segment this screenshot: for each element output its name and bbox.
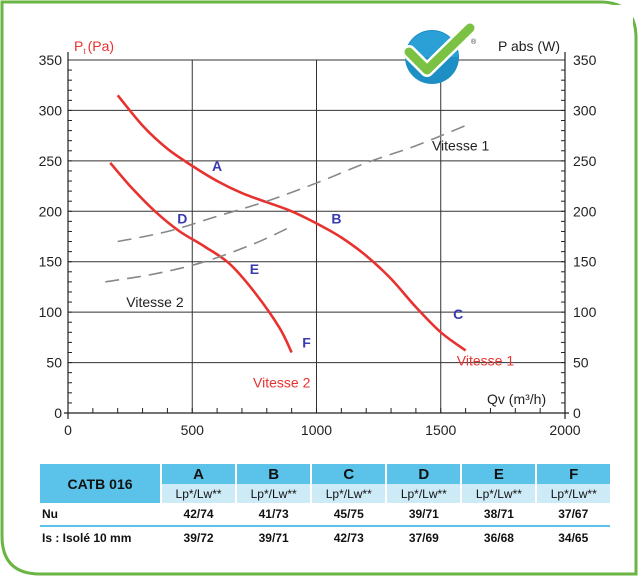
table-cell: 42/74 bbox=[161, 503, 237, 527]
y-left-tick-label: 150 bbox=[39, 254, 63, 270]
table-cell: 37/67 bbox=[536, 503, 610, 527]
column-header-a: A bbox=[161, 464, 238, 484]
pressure-curve-vitesse-2 bbox=[109, 162, 293, 354]
pressure-series-label: Vitesse 2 bbox=[253, 375, 311, 391]
power-curve-vitesse-2 bbox=[105, 225, 292, 283]
column-header-f: F bbox=[536, 464, 610, 484]
y-left-tick-label: 0 bbox=[54, 405, 62, 421]
table-cell: 38/71 bbox=[461, 503, 537, 527]
y-left-tick-label: 300 bbox=[39, 102, 63, 118]
y-left-axis-title: Pt (Pa) bbox=[74, 38, 114, 56]
x-axis-title: Qv (m³/h) bbox=[487, 391, 546, 407]
column-header-b: B bbox=[236, 464, 313, 484]
y-right-tick-label: 50 bbox=[573, 355, 589, 371]
table-row: Is : Isolé 10 mm 39/72 39/71 42/73 37/69… bbox=[40, 526, 610, 549]
pressure-series-label: Vitesse 1 bbox=[457, 353, 515, 369]
point-label-b: B bbox=[331, 210, 341, 226]
point-label-e: E bbox=[250, 261, 259, 277]
y-right-tick-label: 300 bbox=[573, 102, 597, 118]
column-header-c: C bbox=[311, 464, 388, 484]
svg-text:®: ® bbox=[471, 38, 477, 46]
plot-background bbox=[5, 5, 633, 450]
power-series-label: Vitesse 2 bbox=[126, 294, 184, 310]
point-label-c: C bbox=[453, 306, 463, 322]
power-curve-vitesse-1 bbox=[117, 124, 466, 243]
column-header-e: E bbox=[461, 464, 538, 484]
y-right-axis-title: P abs (W) bbox=[498, 38, 560, 54]
column-subheader: Lp*/Lw** bbox=[161, 484, 238, 503]
x-tick-label: 2000 bbox=[549, 422, 580, 438]
row-label: Nu bbox=[40, 503, 161, 527]
table-cell: 45/75 bbox=[311, 503, 387, 527]
x-tick-label: 0 bbox=[64, 422, 72, 438]
x-tick-label: 1000 bbox=[301, 422, 332, 438]
column-header-d: D bbox=[386, 464, 463, 484]
table-cell: 36/68 bbox=[483, 531, 514, 545]
table-cell: 39/71 bbox=[386, 503, 462, 527]
y-right-tick-label: 100 bbox=[573, 304, 597, 320]
table-cell: 39/71 bbox=[258, 531, 289, 545]
model-cell: CATB 016 bbox=[40, 464, 162, 503]
y-left-tick-label: 200 bbox=[39, 203, 63, 219]
y-left-tick-label: 100 bbox=[39, 304, 63, 320]
y-left-tick-label: 50 bbox=[46, 355, 62, 371]
series-group bbox=[105, 94, 467, 354]
y-left-tick-label: 250 bbox=[39, 153, 63, 169]
column-subheader: Lp*/Lw** bbox=[386, 484, 463, 503]
table-cell: 42/73 bbox=[333, 531, 364, 545]
table-row: Nu 42/74 41/73 45/75 39/71 38/71 37/67 bbox=[40, 503, 610, 527]
y-right-tick-label: 150 bbox=[573, 254, 597, 270]
table-cell: 37/69 bbox=[408, 531, 439, 545]
row-label: Is : Isolé 10 mm bbox=[42, 531, 132, 545]
table-cell: 41/73 bbox=[236, 503, 312, 527]
y-right-tick-label: 0 bbox=[573, 405, 581, 421]
column-subheader: Lp*/Lw** bbox=[311, 484, 388, 503]
point-label-d: D bbox=[177, 210, 187, 226]
table-cell: 39/72 bbox=[183, 531, 214, 545]
table-cell: 34/65 bbox=[558, 531, 589, 545]
axis-ticks: 0 50 100 150 200 250 300 350 0 50 100 150 200 250 300 3… bbox=[39, 52, 597, 438]
label-group: A B C D E F Vitesse 1 Vitesse 2 Vitesse 1 Vitesse… bbox=[126, 138, 514, 391]
point-label-f: F bbox=[302, 334, 311, 350]
checkmark-logo: ® bbox=[402, 21, 477, 84]
column-subheader: Lp*/Lw** bbox=[536, 484, 610, 503]
point-label-a: A bbox=[212, 158, 222, 174]
column-subheader: Lp*/Lw** bbox=[236, 484, 313, 503]
pressure-curve-vitesse-1 bbox=[116, 94, 467, 352]
column-subheader: Lp*/Lw** bbox=[461, 484, 538, 503]
y-left-tick-label: 350 bbox=[39, 52, 63, 68]
x-tick-label: 500 bbox=[181, 422, 205, 438]
y-right-tick-label: 350 bbox=[573, 52, 597, 68]
noise-table: CATB 016 A B C D E F Lp*/Lw** Lp*/Lw** L… bbox=[40, 464, 610, 549]
y-right-tick-label: 250 bbox=[573, 153, 597, 169]
y-right-tick-label: 200 bbox=[573, 203, 597, 219]
power-series-label: Vitesse 1 bbox=[432, 138, 490, 154]
x-tick-label: 1500 bbox=[425, 422, 456, 438]
